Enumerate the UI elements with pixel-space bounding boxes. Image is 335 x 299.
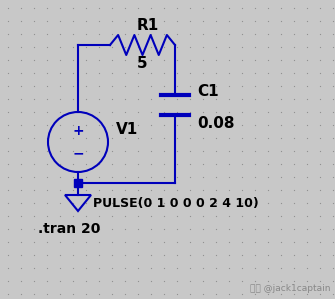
Text: V1: V1	[116, 123, 138, 138]
Text: +: +	[72, 124, 84, 138]
Text: −: −	[72, 146, 84, 160]
Text: C1: C1	[197, 83, 219, 98]
Text: PULSE(0 1 0 0 0 2 4 10): PULSE(0 1 0 0 0 2 4 10)	[93, 196, 259, 210]
Text: R1: R1	[136, 18, 159, 33]
Text: .tran 20: .tran 20	[38, 222, 100, 236]
Text: 0.08: 0.08	[197, 115, 234, 130]
Text: 知乎 @jack1captain: 知乎 @jack1captain	[250, 284, 330, 293]
Text: 5: 5	[137, 56, 148, 71]
